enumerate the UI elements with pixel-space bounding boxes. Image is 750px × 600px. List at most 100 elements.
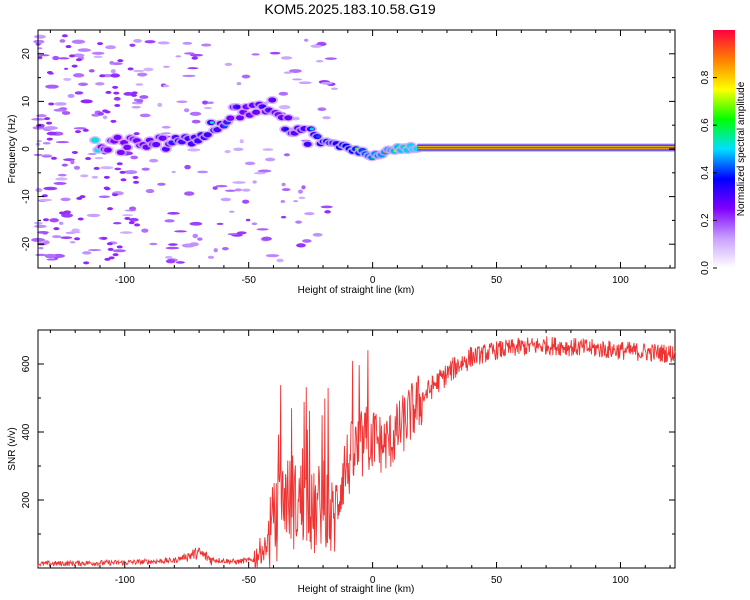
noise-speckle: [216, 222, 224, 226]
colorbar-ticks: 0.0 0.2 0.4 0.6 0.8: [700, 70, 717, 275]
noise-speckle: [189, 111, 202, 116]
noise-speckle: [67, 93, 75, 98]
noise-speckle: [124, 216, 131, 220]
noise-speckle: [133, 132, 140, 136]
noise-speckle: [136, 98, 144, 103]
noise-speckle: [93, 55, 103, 59]
x-tick-label: -50: [241, 275, 256, 286]
page-title: KOM5.2025.183.10.58.G19: [264, 1, 436, 17]
noise-speckle: [59, 39, 66, 43]
noise-speckle: [113, 91, 120, 95]
noise-speckle: [97, 42, 104, 46]
noise-speckle: [281, 188, 291, 192]
noise-speckle: [53, 182, 67, 185]
noise-speckle: [207, 255, 215, 259]
noise-speckle: [109, 60, 115, 65]
noise-speckle: [106, 242, 113, 246]
noise-speckle: [310, 44, 322, 48]
noise-speckle: [112, 253, 119, 257]
noise-speckle: [116, 162, 123, 166]
noise-speckle: [63, 77, 72, 81]
spectrogram-ridge: [89, 95, 675, 162]
noise-speckle: [183, 108, 190, 113]
noise-speckle: [149, 158, 159, 163]
noise-speckle: [51, 235, 62, 239]
noise-speckle: [320, 205, 333, 209]
noise-speckle: [107, 247, 114, 251]
noise-speckle: [283, 71, 292, 74]
steady-signal-core: [417, 146, 675, 149]
noise-speckle: [298, 81, 312, 85]
x-tick-label: 100: [612, 275, 629, 286]
ridge-blob: [123, 144, 132, 150]
noise-speckle: [162, 65, 170, 68]
noise-speckle: [44, 126, 58, 130]
noise-speckle: [48, 102, 55, 106]
noise-speckle: [132, 175, 139, 179]
noise-speckle: [141, 167, 150, 171]
noise-speckle: [99, 74, 106, 78]
noise-speckle: [94, 156, 104, 160]
noise-speckle: [215, 184, 228, 188]
noise-speckle: [119, 231, 133, 234]
noise-speckle: [145, 189, 155, 194]
noise-speckle: [317, 107, 327, 112]
noise-speckle: [134, 223, 141, 227]
noise-speckle: [278, 91, 289, 96]
snr-panel: -100 -50 0 50 100 200 400 600 Height of straig…: [7, 329, 676, 595]
noise-speckle: [280, 200, 286, 204]
snr-series-line: [37, 336, 676, 569]
noise-speckle: [183, 52, 195, 55]
noise-speckle: [71, 150, 78, 154]
noise-speckle: [57, 57, 70, 60]
noise-speckle: [165, 259, 176, 264]
noise-speckle: [252, 180, 257, 184]
colorbar-tick-label: 0.8: [700, 70, 711, 84]
noise-speckle: [101, 236, 108, 240]
ridge-core: [287, 116, 292, 120]
noise-speckle: [269, 51, 281, 55]
noise-speckle: [165, 246, 180, 250]
noise-speckle: [36, 123, 45, 128]
noise-speckle: [42, 142, 51, 145]
y-tick-label: 200: [21, 491, 32, 508]
noise-speckle: [175, 55, 182, 58]
noise-speckle: [114, 103, 121, 107]
noise-speckle: [265, 254, 280, 258]
ridge-blob: [152, 141, 161, 148]
noise-speckle: [129, 43, 136, 47]
noise-speckle: [187, 67, 199, 70]
noise-speckle: [283, 153, 290, 157]
noise-speckle: [239, 139, 244, 144]
ridge-core: [116, 135, 121, 139]
noise-speckle: [206, 101, 214, 104]
noise-speckle: [87, 249, 102, 252]
noise-speckle: [63, 210, 71, 214]
noise-speckle: [135, 83, 144, 86]
noise-speckle: [60, 236, 73, 240]
noise-speckle: [224, 189, 237, 192]
noise-speckle: [224, 62, 233, 66]
noise-speckle: [69, 54, 76, 58]
noise-speckle: [244, 161, 256, 166]
noise-speckle: [38, 246, 44, 250]
noise-speckle: [97, 112, 104, 116]
noise-speckle: [236, 81, 242, 86]
noise-speckle: [233, 147, 244, 152]
snr-x-axis-label: Height of straight line (km): [298, 584, 415, 595]
noise-speckle: [38, 198, 53, 202]
noise-speckle: [281, 182, 286, 187]
noise-speckle: [43, 240, 50, 245]
noise-speckle: [127, 67, 134, 71]
noise-speckle: [75, 130, 82, 134]
y-tick-label: 0: [21, 146, 32, 152]
noise-speckle: [102, 109, 109, 113]
snr-x-ticks: -100 -50 0 50 100: [49, 330, 671, 586]
noise-speckle: [241, 74, 251, 79]
noise-speckle: [291, 78, 303, 81]
y-tick-label: 20: [21, 48, 32, 60]
noise-speckle: [161, 125, 171, 129]
noise-speckle: [46, 258, 57, 261]
noise-speckle: [139, 113, 151, 118]
noise-speckle: [242, 199, 250, 204]
